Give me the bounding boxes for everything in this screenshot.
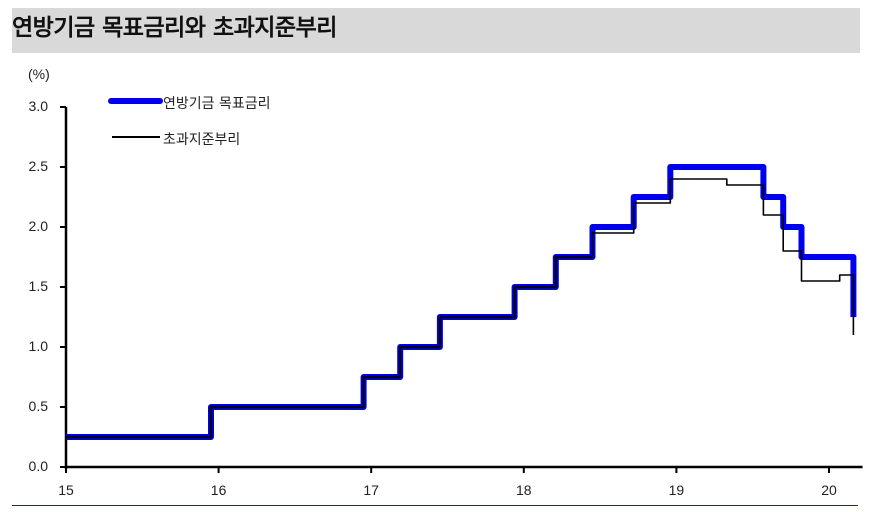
x-tick-label: 16: [210, 482, 227, 498]
y-tick-label: 0.5: [28, 398, 48, 414]
fed-target-rate-line: [66, 164, 857, 440]
legend-label-fed-target: 연방기금 목표금리: [163, 96, 271, 112]
chart-title: 연방기금 목표금리와 초과지준부리: [12, 15, 337, 41]
y-tick-label: 3.0: [28, 98, 48, 114]
x-tick-label: 17: [363, 482, 379, 498]
bottom-rule: [12, 505, 858, 506]
x-tick-label: 15: [58, 482, 74, 498]
x-tick-label: 20: [821, 482, 837, 498]
legend-label-ioer: 초과지준부리: [163, 132, 241, 148]
legend: [108, 98, 163, 138]
y-axis-unit: (%): [28, 66, 50, 82]
y-tick-label: 2.0: [28, 218, 48, 234]
x-tick-label: 19: [668, 482, 685, 498]
x-tick-label: 18: [516, 482, 532, 498]
y-tick-label: 2.5: [28, 158, 48, 174]
y-tick-label: 1.5: [28, 278, 48, 294]
y-tick-label: 0.0: [28, 458, 48, 474]
axes: [60, 106, 863, 473]
series-lines: [66, 164, 857, 440]
title-bar: [12, 8, 860, 53]
ioer-line: [66, 178, 855, 438]
y-tick-label: 1.0: [28, 338, 48, 354]
